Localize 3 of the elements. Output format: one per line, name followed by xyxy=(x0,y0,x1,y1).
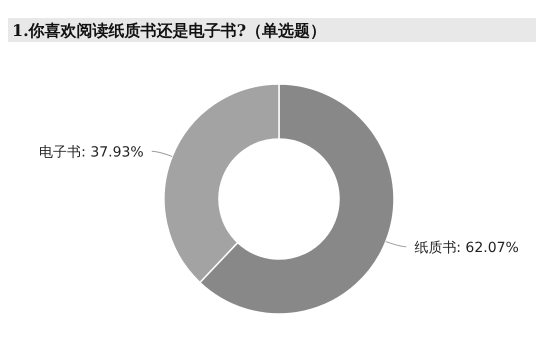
chart-title: 1.你喜欢阅读纸质书还是电子书?（单选题） xyxy=(12,21,326,40)
slice-label: 电子书: 37.93% xyxy=(39,144,144,160)
slice-label: 纸质书: 62.07% xyxy=(414,240,519,256)
